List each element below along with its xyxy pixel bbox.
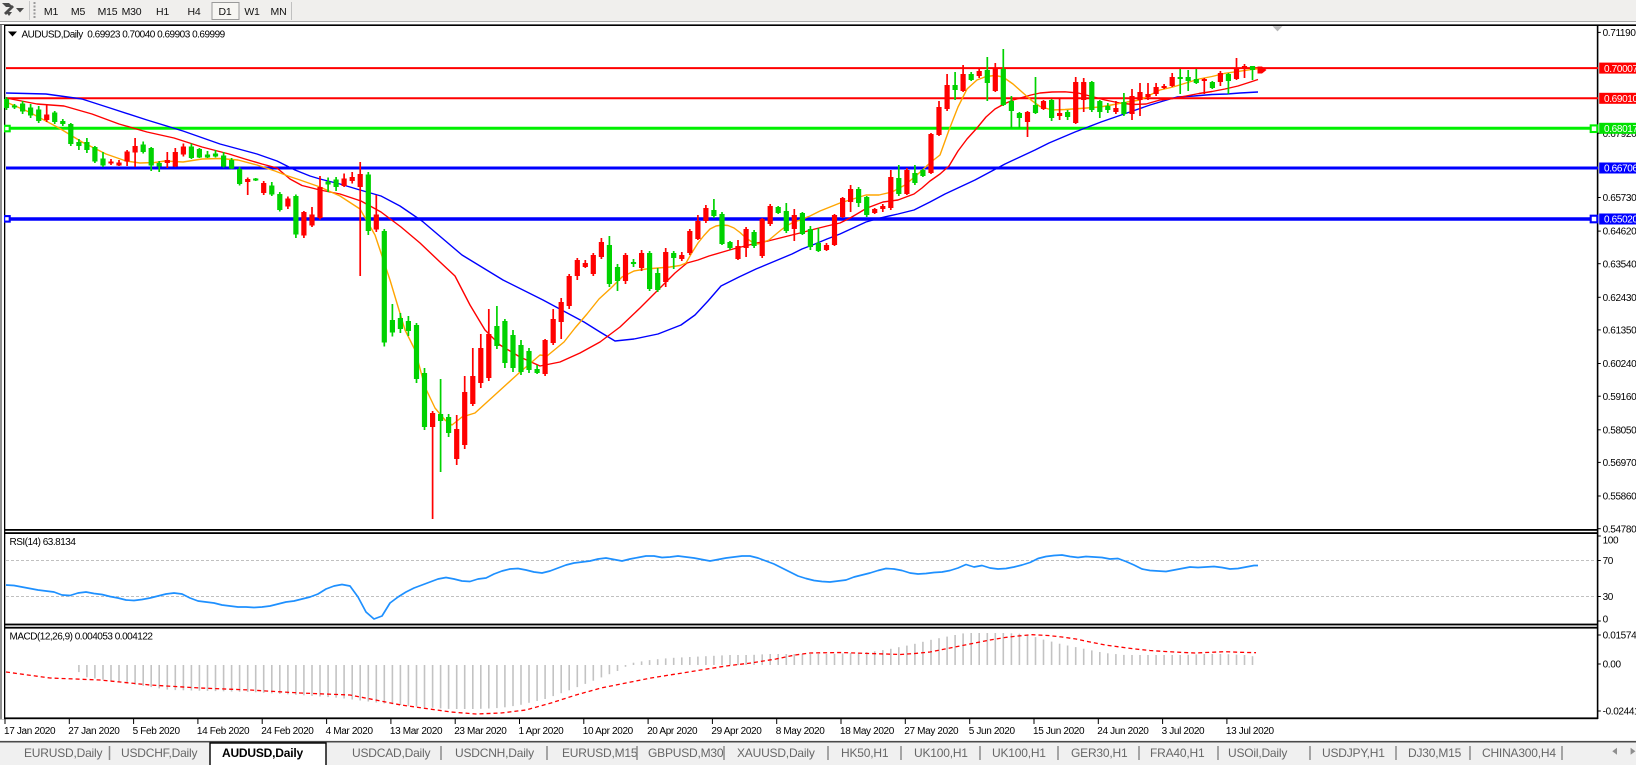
svg-text:0.56970: 0.56970	[1603, 458, 1636, 469]
svg-text:0.01574: 0.01574	[1603, 631, 1636, 642]
svg-text:29 Apr 2020: 29 Apr 2020	[711, 726, 762, 737]
svg-text:XAUUSD,Daily: XAUUSD,Daily	[737, 746, 815, 760]
svg-text:EURUSD,Daily: EURUSD,Daily	[24, 746, 102, 760]
svg-text:USDCAD,Daily: USDCAD,Daily	[352, 746, 430, 760]
svg-text:100: 100	[1603, 536, 1619, 547]
svg-text:14 Feb 2020: 14 Feb 2020	[197, 726, 250, 737]
svg-text:24 Feb 2020: 24 Feb 2020	[261, 726, 314, 737]
svg-text:0.62430: 0.62430	[1603, 293, 1636, 304]
svg-text:HK50,H1: HK50,H1	[841, 746, 889, 760]
svg-text:MN: MN	[271, 6, 287, 18]
svg-text:0.00: 0.00	[1603, 660, 1622, 671]
svg-text:10 Apr 2020: 10 Apr 2020	[583, 726, 634, 737]
svg-text:DJ30,M15: DJ30,M15	[1408, 746, 1462, 760]
svg-text:0.65020: 0.65020	[1604, 215, 1636, 226]
svg-text:M1: M1	[44, 6, 59, 18]
svg-text:M30: M30	[122, 6, 142, 18]
svg-text:GER30,H1: GER30,H1	[1071, 746, 1128, 760]
svg-text:24 Jun 2020: 24 Jun 2020	[1097, 726, 1149, 737]
svg-text:RSI(14) 63.8134: RSI(14) 63.8134	[10, 537, 77, 548]
svg-text:17 Jan 2020: 17 Jan 2020	[4, 726, 56, 737]
svg-text:FRA40,H1: FRA40,H1	[1150, 746, 1205, 760]
svg-text:GBPUSD,M30: GBPUSD,M30	[648, 746, 724, 760]
svg-text:15 Jun 2020: 15 Jun 2020	[1033, 726, 1085, 737]
svg-text:5 Feb 2020: 5 Feb 2020	[133, 726, 181, 737]
svg-text:USDCHF,Daily: USDCHF,Daily	[121, 746, 197, 760]
svg-text:0.58050: 0.58050	[1603, 425, 1636, 436]
svg-text:0.61350: 0.61350	[1603, 326, 1636, 337]
svg-text:8 May 2020: 8 May 2020	[776, 726, 826, 737]
svg-text:UK100,H1: UK100,H1	[992, 746, 1046, 760]
svg-text:27 Jan 2020: 27 Jan 2020	[68, 726, 120, 737]
svg-text:3 Jul 2020: 3 Jul 2020	[1162, 726, 1205, 737]
svg-text:0.68017: 0.68017	[1604, 124, 1636, 135]
svg-text:20 Apr 2020: 20 Apr 2020	[647, 726, 698, 737]
svg-text:-0.02441: -0.02441	[1603, 707, 1636, 718]
svg-text:27 May 2020: 27 May 2020	[904, 726, 959, 737]
svg-text:70: 70	[1603, 556, 1614, 567]
svg-text:USDJPY,H1: USDJPY,H1	[1322, 746, 1385, 760]
svg-text:0.59160: 0.59160	[1603, 392, 1636, 403]
svg-text:AUDUSD,Daily 0.69923 0.70040: AUDUSD,Daily 0.69923 0.70040 0.69903 0.6…	[22, 30, 226, 41]
svg-text:H4: H4	[187, 6, 200, 18]
svg-text:USDCNH,Daily: USDCNH,Daily	[455, 746, 534, 760]
svg-text:W1: W1	[244, 6, 260, 18]
svg-text:0.71190: 0.71190	[1603, 28, 1636, 39]
svg-text:13 Jul 2020: 13 Jul 2020	[1226, 726, 1275, 737]
svg-text:EURUSD,M15: EURUSD,M15	[562, 746, 638, 760]
svg-text:5 Jun 2020: 5 Jun 2020	[969, 726, 1016, 737]
svg-text:13 Mar 2020: 13 Mar 2020	[390, 726, 443, 737]
svg-text:0.65730: 0.65730	[1603, 193, 1636, 204]
svg-text:MACD(12,26,9) 0.004053 0.00412: MACD(12,26,9) 0.004053 0.004122	[10, 632, 154, 643]
svg-text:M5: M5	[71, 6, 86, 18]
svg-text:18 May 2020: 18 May 2020	[840, 726, 895, 737]
svg-text:0.67920: 0.67920	[1603, 129, 1636, 140]
svg-text:0.55860: 0.55860	[1603, 492, 1636, 503]
svg-text:0.70007: 0.70007	[1604, 64, 1636, 75]
svg-text:M15: M15	[98, 6, 118, 18]
svg-text:USOil,Daily: USOil,Daily	[1228, 746, 1287, 760]
svg-text:0.64620: 0.64620	[1603, 227, 1636, 238]
svg-text:23 Mar 2020: 23 Mar 2020	[454, 726, 507, 737]
svg-text:1 Apr 2020: 1 Apr 2020	[519, 726, 565, 737]
svg-text:AUDUSD,Daily: AUDUSD,Daily	[222, 746, 303, 760]
svg-text:30: 30	[1603, 592, 1614, 603]
svg-text:0.66706: 0.66706	[1604, 164, 1636, 175]
svg-text:0: 0	[1603, 615, 1609, 626]
svg-text:UK100,H1: UK100,H1	[914, 746, 968, 760]
svg-text:0.69010: 0.69010	[1604, 94, 1636, 105]
svg-text:4 Mar 2020: 4 Mar 2020	[326, 726, 374, 737]
svg-text:D1: D1	[218, 6, 231, 18]
svg-text:CHINA300,H4: CHINA300,H4	[1482, 746, 1556, 760]
svg-text:0.63540: 0.63540	[1603, 259, 1636, 270]
svg-text:0.54780: 0.54780	[1603, 524, 1636, 535]
svg-text:H1: H1	[156, 6, 169, 18]
svg-text:0.60240: 0.60240	[1603, 359, 1636, 370]
